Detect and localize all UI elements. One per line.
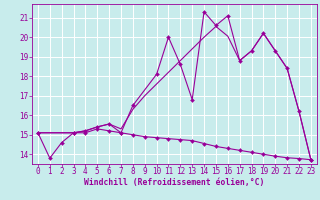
- X-axis label: Windchill (Refroidissement éolien,°C): Windchill (Refroidissement éolien,°C): [84, 178, 265, 187]
